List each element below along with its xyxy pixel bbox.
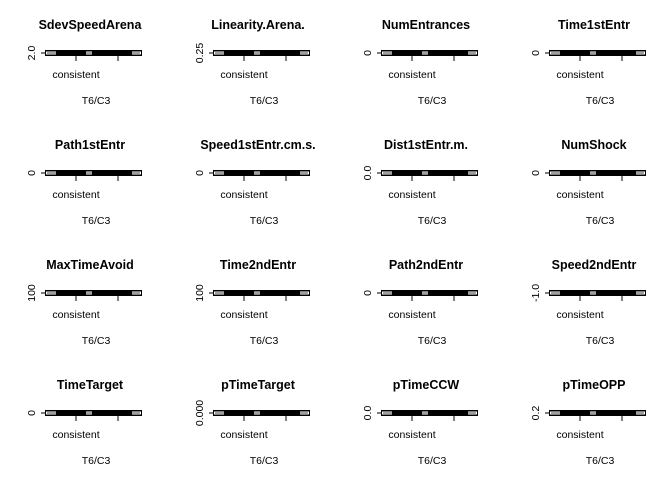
category-label: consistent	[220, 309, 267, 321]
panel-title: pTimeTarget	[221, 378, 296, 392]
y-tick-label: 0.2	[530, 406, 542, 421]
y-tick-label: 0	[362, 290, 374, 296]
panel-ptimeccw: pTimeCCW 0.0 consistent T6/C3	[336, 360, 504, 480]
x-axis-label: T6/C3	[586, 95, 615, 107]
y-tick-label: 0.0	[362, 406, 374, 421]
panel-title: MaxTimeAvoid	[46, 258, 134, 272]
panel-numentrances: NumEntrances 0 consistent T6/C3	[336, 0, 504, 120]
y-tick-label: 0	[194, 170, 206, 176]
x-axis-label: T6/C3	[82, 335, 111, 347]
y-tick-label: -1.0	[530, 284, 542, 302]
panel-plot: Path1stEntr 0 consistent T6/C3	[26, 138, 142, 227]
x-axis-label: T6/C3	[586, 215, 615, 227]
panel-plot: pTimeTarget 0.000 consistent T6/C3	[194, 378, 310, 467]
panel-title: Linearity.Arena.	[211, 18, 305, 32]
panel-plot: Speed1stEntr.cm.s. 0 consistent T6/C3	[194, 138, 316, 227]
y-tick-label: 100	[26, 284, 38, 302]
panel-ptimeopp: pTimeOPP 0.2 consistent T6/C3	[504, 360, 672, 480]
x-axis-label: T6/C3	[82, 95, 111, 107]
panel-plot: Linearity.Arena. 0.25 consistent T6/C3	[194, 18, 310, 107]
category-label: consistent	[556, 69, 603, 81]
panel-speed1stentr-cm-s: Speed1stEntr.cm.s. 0 consistent T6/C3	[168, 120, 336, 240]
panel-title: pTimeOPP	[563, 378, 626, 392]
panel-numshock: NumShock 0 consistent T6/C3	[504, 120, 672, 240]
category-label: consistent	[388, 429, 435, 441]
category-label: consistent	[52, 189, 99, 201]
y-tick-label: 0	[530, 170, 542, 176]
x-axis-label: T6/C3	[418, 455, 447, 467]
panel-title: SdevSpeedArena	[39, 18, 143, 32]
panel-plot: Speed2ndEntr -1.0 consistent T6/C3	[530, 258, 646, 347]
panel-time1stentr: Time1stEntr 0 consistent T6/C3	[504, 0, 672, 120]
category-label: consistent	[220, 189, 267, 201]
panel-plot: NumShock 0 consistent T6/C3	[530, 138, 646, 227]
panel-title: NumShock	[561, 138, 626, 152]
panel-title: TimeTarget	[57, 378, 124, 392]
x-axis-label: T6/C3	[250, 335, 279, 347]
panel-timetarget: TimeTarget 0 consistent T6/C3	[0, 360, 168, 480]
category-label: consistent	[556, 429, 603, 441]
x-axis-label: T6/C3	[586, 335, 615, 347]
x-axis-label: T6/C3	[82, 215, 111, 227]
category-label: consistent	[220, 69, 267, 81]
panel-plot: TimeTarget 0 consistent T6/C3	[26, 378, 142, 467]
x-axis-label: T6/C3	[418, 215, 447, 227]
category-label: consistent	[220, 429, 267, 441]
y-tick-label: 100	[194, 284, 206, 302]
category-label: consistent	[556, 189, 603, 201]
x-axis-label: T6/C3	[82, 455, 111, 467]
panel-title: Time2ndEntr	[220, 258, 296, 272]
panel-plot: pTimeCCW 0.0 consistent T6/C3	[362, 378, 478, 467]
panel-title: Speed1stEntr.cm.s.	[200, 138, 315, 152]
panel-title: Path2ndEntr	[389, 258, 463, 272]
panel-maxtimeavoid: MaxTimeAvoid 100 consistent T6/C3	[0, 240, 168, 360]
category-label: consistent	[388, 309, 435, 321]
panel-ptimetarget: pTimeTarget 0.000 consistent T6/C3	[168, 360, 336, 480]
panel-title: Time1stEntr	[558, 18, 630, 32]
panel-title: NumEntrances	[382, 18, 470, 32]
x-axis-label: T6/C3	[250, 95, 279, 107]
panel-plot: pTimeOPP 0.2 consistent T6/C3	[530, 378, 646, 467]
y-tick-label: 0	[26, 170, 38, 176]
panel-time2ndentr: Time2ndEntr 100 consistent T6/C3	[168, 240, 336, 360]
panel-dist1stentr-m: Dist1stEntr.m. 0.0 consistent T6/C3	[336, 120, 504, 240]
panel-title: Dist1stEntr.m.	[384, 138, 468, 152]
y-tick-label: 2.0	[26, 46, 38, 61]
y-tick-label: 0	[26, 410, 38, 416]
category-label: consistent	[388, 69, 435, 81]
y-tick-label: 0.25	[194, 43, 206, 64]
panel-plot: Time1stEntr 0 consistent T6/C3	[530, 18, 646, 107]
panel-speed2ndentr: Speed2ndEntr -1.0 consistent T6/C3	[504, 240, 672, 360]
panel-title: Path1stEntr	[55, 138, 125, 152]
panel-linearity-arena: Linearity.Arena. 0.25 consistent T6/C3	[168, 0, 336, 120]
panel-plot: SdevSpeedArena 2.0 consistent T6/C3	[26, 18, 143, 107]
panel-plot: Path2ndEntr 0 consistent T6/C3	[362, 258, 478, 347]
panel-plot: Time2ndEntr 100 consistent T6/C3	[194, 258, 310, 347]
category-label: consistent	[52, 429, 99, 441]
panel-title: pTimeCCW	[393, 378, 460, 392]
y-tick-label: 0	[530, 50, 542, 56]
y-tick-label: 0.0	[362, 166, 374, 181]
panel-plot: NumEntrances 0 consistent T6/C3	[362, 18, 478, 107]
category-label: consistent	[52, 69, 99, 81]
x-axis-label: T6/C3	[418, 95, 447, 107]
x-axis-label: T6/C3	[250, 455, 279, 467]
panel-path2ndentr: Path2ndEntr 0 consistent T6/C3	[336, 240, 504, 360]
panel-plot: Dist1stEntr.m. 0.0 consistent T6/C3	[362, 138, 478, 227]
x-axis-label: T6/C3	[586, 455, 615, 467]
panel-title: Speed2ndEntr	[552, 258, 637, 272]
panel-path1stentr: Path1stEntr 0 consistent T6/C3	[0, 120, 168, 240]
panel-sdevspeedarena: SdevSpeedArena 2.0 consistent T6/C3	[0, 0, 168, 120]
category-label: consistent	[52, 309, 99, 321]
x-axis-label: T6/C3	[418, 335, 447, 347]
y-tick-label: 0	[362, 50, 374, 56]
panel-plot: MaxTimeAvoid 100 consistent T6/C3	[26, 258, 142, 347]
x-axis-label: T6/C3	[250, 215, 279, 227]
y-tick-label: 0.000	[194, 400, 206, 426]
category-label: consistent	[388, 189, 435, 201]
category-label: consistent	[556, 309, 603, 321]
